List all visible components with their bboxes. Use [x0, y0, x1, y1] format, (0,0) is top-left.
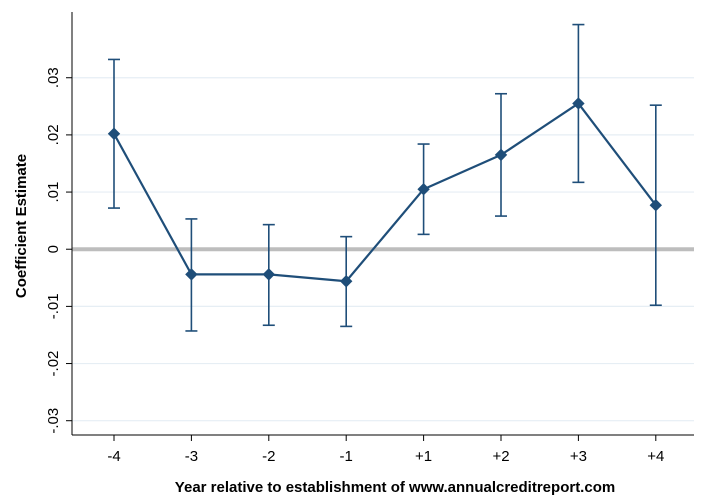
tick-labels: .03 .02 .01 0 -.01 -.02 -.03 -4 -3 -2 -1 +1 +2 +3 +4	[45, 67, 664, 465]
series-line	[113, 102, 657, 283]
y-tick-label: .02	[45, 124, 62, 145]
x-tick-label: +2	[492, 448, 509, 465]
x-tick-label: -1	[340, 448, 353, 465]
axes	[66, 12, 694, 441]
data-point	[185, 268, 198, 281]
x-tick-label: +1	[415, 448, 432, 465]
x-tick-label: -2	[262, 448, 275, 465]
series-line-path	[113, 102, 657, 283]
data-point	[494, 148, 508, 162]
data-point	[417, 182, 430, 196]
data-point	[572, 97, 585, 110]
y-axis-title: Coefficient Estimate	[13, 154, 30, 298]
data-point	[339, 275, 353, 288]
x-axis-title: Year relative to establishment of www.an…	[175, 479, 615, 496]
y-tick-label: .03	[45, 67, 62, 88]
data-point	[649, 199, 663, 212]
y-tick-label: 0	[45, 245, 62, 253]
x-tick-label: -4	[107, 448, 120, 465]
point-markers	[107, 97, 663, 288]
data-point	[107, 127, 121, 140]
x-tick-label: +3	[570, 448, 587, 465]
gridlines	[72, 77, 694, 422]
confidence-intervals	[108, 23, 662, 332]
y-tick-label: .01	[45, 182, 62, 203]
x-tick-label: +4	[647, 448, 664, 465]
x-tick-label: -3	[185, 448, 198, 465]
data-point	[262, 268, 276, 281]
y-tick-label: -.03	[45, 408, 62, 434]
y-tick-label: -.02	[45, 351, 62, 377]
y-tick-label: -.01	[45, 293, 62, 319]
